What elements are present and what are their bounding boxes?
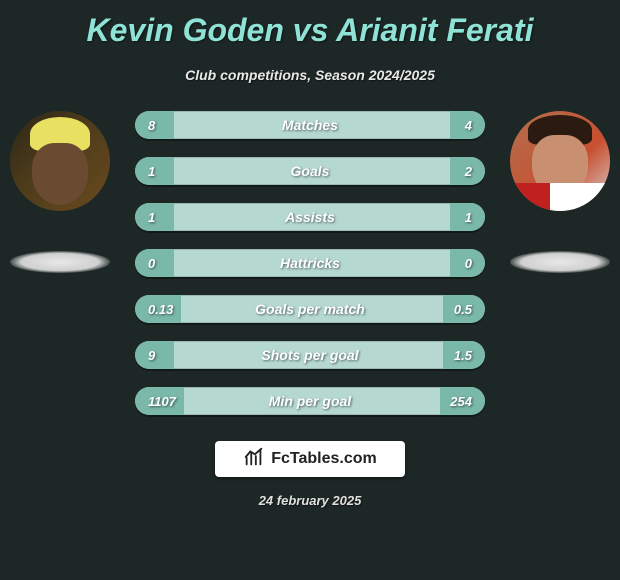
stat-row: 1107Min per goal254 [135, 387, 485, 415]
comparison-area: 8Matches41Goals21Assists10Hattricks00.13… [0, 111, 620, 415]
page-title: Kevin Goden vs Arianit Ferati [0, 0, 620, 49]
stat-row: 1Goals2 [135, 157, 485, 185]
stat-label: Shots per goal [135, 341, 485, 369]
branding-badge: FcTables.com [215, 441, 405, 477]
chart-icon [243, 446, 265, 473]
stat-value-right: 4 [465, 111, 472, 139]
player-left-flag [10, 251, 110, 273]
stat-label: Assists [135, 203, 485, 231]
player-right-flag [510, 251, 610, 273]
stat-row: 0.13Goals per match0.5 [135, 295, 485, 323]
stat-label: Goals per match [135, 295, 485, 323]
stat-row: 1Assists1 [135, 203, 485, 231]
player-left-avatar [10, 111, 110, 211]
date-caption: 24 february 2025 [0, 493, 620, 508]
stat-value-right: 2 [465, 157, 472, 185]
stat-value-right: 254 [450, 387, 472, 415]
subtitle: Club competitions, Season 2024/2025 [0, 67, 620, 83]
stat-value-right: 0.5 [454, 295, 472, 323]
stat-label: Goals [135, 157, 485, 185]
stat-row: 0Hattricks0 [135, 249, 485, 277]
stat-bars: 8Matches41Goals21Assists10Hattricks00.13… [135, 111, 485, 415]
stat-label: Min per goal [135, 387, 485, 415]
stat-value-right: 1.5 [454, 341, 472, 369]
stat-label: Hattricks [135, 249, 485, 277]
stat-value-right: 0 [465, 249, 472, 277]
player-right-avatar [510, 111, 610, 211]
stat-row: 9Shots per goal1.5 [135, 341, 485, 369]
stat-row: 8Matches4 [135, 111, 485, 139]
stat-label: Matches [135, 111, 485, 139]
stat-value-right: 1 [465, 203, 472, 231]
branding-text: FcTables.com [271, 450, 377, 468]
